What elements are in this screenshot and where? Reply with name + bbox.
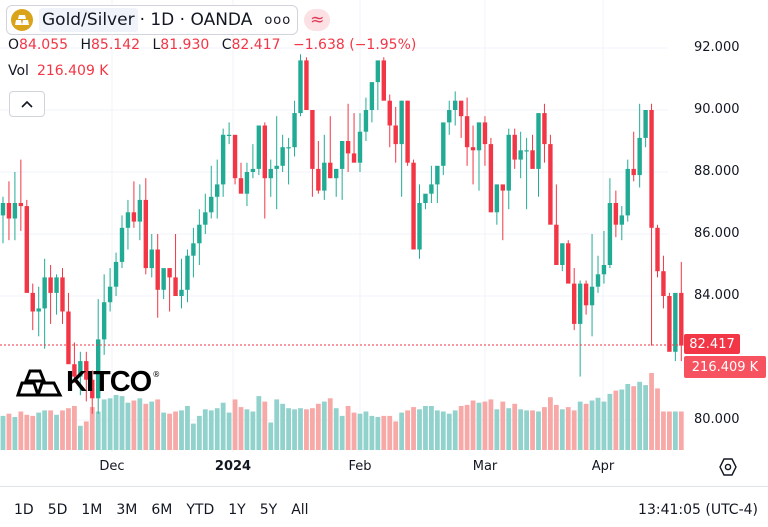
price-tick-label: 80.000 bbox=[694, 412, 740, 427]
time-tick-label: Apr bbox=[591, 459, 615, 474]
range-button-all[interactable]: All bbox=[291, 502, 309, 518]
volume-legend: Vol 216.409 K bbox=[8, 63, 108, 79]
divider bbox=[0, 486, 768, 487]
change-value: −1.638 (−1.95%) bbox=[292, 37, 417, 53]
symbol-details: · 1D · OANDA bbox=[139, 10, 253, 30]
price-tick-label: 86.000 bbox=[694, 226, 740, 241]
symbol-selector[interactable]: Gold/Silver · 1D · OANDA ooo bbox=[6, 5, 299, 35]
compare-button[interactable]: ≈ bbox=[304, 9, 331, 31]
range-button-5d[interactable]: 5D bbox=[47, 502, 68, 518]
range-button-6m[interactable]: 6M bbox=[151, 502, 173, 518]
chevron-up-icon bbox=[21, 100, 33, 108]
low-label: L bbox=[152, 37, 161, 53]
price-tick-label: 84.000 bbox=[694, 288, 740, 303]
gold-bars-logo-icon bbox=[16, 369, 63, 396]
gold-bars-icon bbox=[11, 9, 33, 31]
range-button-3m[interactable]: 3M bbox=[116, 502, 138, 518]
time-tick-label: 2024 bbox=[214, 459, 252, 474]
range-button-1m[interactable]: 1M bbox=[81, 502, 103, 518]
kitco-wordmark: KITCO bbox=[66, 366, 152, 398]
price-tick-label: 90.000 bbox=[694, 102, 740, 117]
collapse-legend-button[interactable] bbox=[9, 91, 45, 117]
last-volume-label: 216.409 K bbox=[684, 356, 766, 378]
clock-timezone[interactable]: 13:41:05 (UTC-4) bbox=[638, 502, 758, 518]
kitco-watermark: KITCO ® bbox=[16, 368, 160, 397]
range-selector: 1D 5D 1M 3M 6M YTD 1Y 5Y All bbox=[14, 502, 323, 518]
compare-icon: ≈ bbox=[310, 10, 325, 30]
time-tick-label: Mar bbox=[472, 459, 498, 474]
range-button-1y[interactable]: 1Y bbox=[228, 502, 246, 518]
open-label: O bbox=[8, 37, 20, 53]
volume-bars bbox=[0, 373, 684, 450]
low-value: 81.930 bbox=[160, 37, 210, 53]
time-tick-label: Dec bbox=[99, 459, 125, 474]
range-button-ytd[interactable]: YTD bbox=[186, 502, 215, 518]
candlesticks bbox=[0, 54, 684, 414]
symbol-legend: Gold/Silver · 1D · OANDA ooo ≈ bbox=[6, 5, 331, 35]
price-tick-label: 92.000 bbox=[694, 40, 740, 55]
range-button-5y[interactable]: 5Y bbox=[259, 502, 278, 518]
settings-icon[interactable] bbox=[718, 457, 738, 477]
high-value: 85.142 bbox=[91, 37, 141, 53]
time-tick-label: Feb bbox=[348, 459, 372, 474]
open-value: 84.055 bbox=[19, 37, 69, 53]
volume-label: Vol bbox=[8, 63, 29, 79]
price-chart[interactable] bbox=[0, 0, 768, 486]
volume-value: 216.409 K bbox=[36, 63, 109, 79]
more-options-icon[interactable]: ooo bbox=[264, 12, 292, 28]
symbol-name[interactable]: Gold/Silver bbox=[39, 8, 138, 32]
ohlc-values: O84.055 H85.142 L81.930 C82.417 −1.638 (… bbox=[8, 37, 424, 53]
registered-mark: ® bbox=[152, 370, 161, 379]
price-tick-label: 88.000 bbox=[694, 164, 740, 179]
range-button-1d[interactable]: 1D bbox=[14, 502, 34, 518]
high-label: H bbox=[80, 37, 92, 53]
close-label: C bbox=[221, 37, 232, 53]
last-price-label: 82.417 bbox=[684, 334, 740, 354]
close-value: 82.417 bbox=[231, 37, 281, 53]
